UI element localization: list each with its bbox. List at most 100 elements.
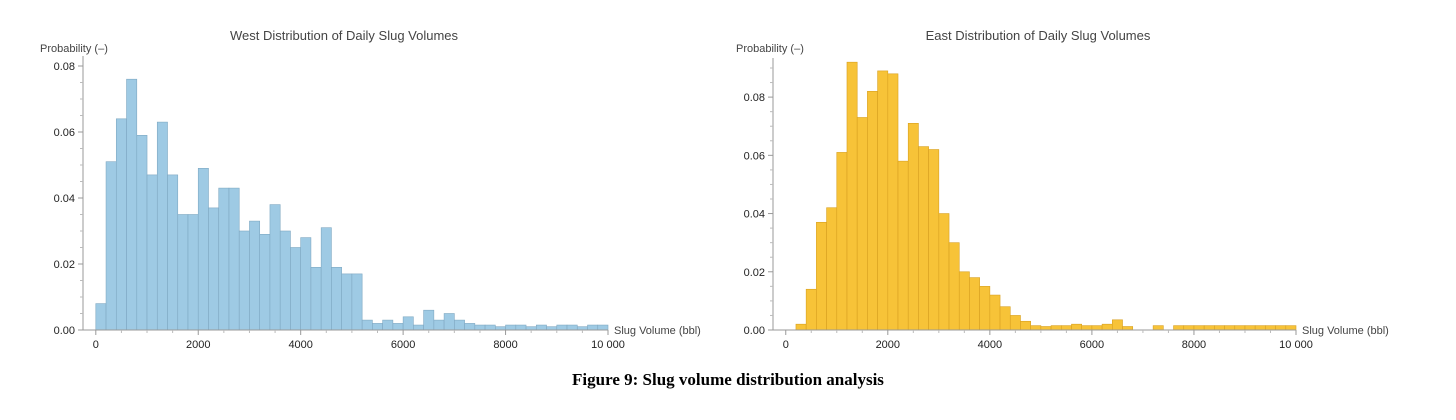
histogram-bar [836,152,848,331]
y-axis-label: Probability (–) [40,43,108,55]
histogram-bar [989,294,1001,331]
y-tick-label: 0.00 [744,325,765,337]
histogram-bar [958,271,970,331]
west-histogram-chart: West Distribution of Daily Slug Volumes P… [40,28,701,351]
y-tick-label: 0.08 [54,61,75,73]
histogram-bar [269,204,281,331]
x-axis-label: Slug Volume (bbl) [1302,325,1389,337]
histogram-bar [433,319,445,331]
histogram-bar [413,324,424,331]
histogram-bar [826,207,838,331]
histogram-bar [1060,325,1072,331]
y-tick-label: 0.06 [744,150,765,162]
histogram-bar [146,174,158,331]
histogram-bar [300,237,312,331]
x-tick-label: 10 000 [1279,339,1313,351]
x-tick-label: 10 000 [591,339,625,351]
chart-title: West Distribution of Daily Slug Volumes [230,28,459,43]
histogram-bar [1275,325,1287,331]
histogram-bar [1193,325,1205,331]
y-tick-label: 0.08 [744,92,765,104]
histogram-bar [310,266,322,331]
histogram-bar [126,78,138,331]
y-tick-label: 0.06 [54,127,75,139]
histogram-bar [361,319,373,331]
x-tick-label: 8000 [493,339,517,351]
histogram-bar [907,123,919,331]
histogram-bar [1101,323,1113,331]
x-tick-label: 6000 [1080,339,1104,351]
histogram-bar [1030,325,1042,331]
histogram-bar [918,146,929,331]
histogram-bar [167,174,179,331]
histogram-bar [948,242,960,331]
histogram-bar [795,323,807,331]
x-tick-label: 2000 [876,339,900,351]
histogram-bar [1040,326,1052,331]
chart-title: East Distribution of Daily Slug Volumes [926,28,1151,43]
histogram-bar [1020,320,1031,331]
histogram-bar [1091,325,1103,331]
histogram-bar [1009,315,1021,331]
histogram-bar [454,319,465,331]
histogram-bar [556,324,568,331]
histogram-bar [1285,325,1297,331]
histogram-bar [1173,325,1185,331]
histogram-bar [238,230,250,331]
x-tick-label: 4000 [288,339,312,351]
x-tick-label: 2000 [186,339,210,351]
x-tick-label: 0 [783,339,789,351]
histogram-bar [228,187,240,331]
histogram-bar [115,118,127,331]
histogram-bar [1050,325,1062,331]
histogram-bar [1265,325,1276,331]
y-tick-label: 0.02 [744,267,765,279]
histogram-bar [423,309,435,331]
y-tick-label: 0.02 [54,259,75,271]
histogram-bar [177,214,189,331]
y-tick-label: 0.00 [54,325,75,337]
x-tick-label: 0 [93,339,99,351]
histogram-bar [938,213,950,331]
histogram-bar [805,288,817,331]
histogram-bar [443,313,455,331]
histogram-bar [351,273,363,331]
histogram-bar [290,247,301,331]
y-tick-label: 0.04 [744,209,765,221]
histogram-bar [208,207,220,331]
histogram-bar [484,324,496,331]
x-tick-label: 4000 [978,339,1002,351]
histogram-bar [1224,325,1236,331]
histogram-bar [867,90,878,331]
east-histogram-chart: East Distribution of Daily Slug Volumes P… [736,28,1389,351]
y-tick-label: 0.04 [54,193,75,205]
histogram-bar [505,324,517,331]
histogram-bar [877,70,889,331]
histogram-bar [979,286,991,331]
histogram-bar [928,149,940,331]
histogram-bar [1122,326,1134,331]
histogram-bar [136,135,148,331]
histogram-bar [1112,319,1123,331]
histogram-bar [331,266,342,331]
histogram-bar [1071,323,1082,331]
histogram-bar [279,230,291,331]
histogram-bar [1234,325,1246,331]
histogram-bar [1183,325,1195,331]
histogram-bar [105,161,117,331]
histogram-bar [535,324,547,331]
histogram-bar [372,323,383,331]
histogram-bar [999,306,1011,331]
histogram-bar [1244,325,1256,331]
histogram-bar [187,214,199,331]
histogram-bar [464,323,476,331]
histogram-bar [846,61,858,331]
histogram-bar [969,277,980,331]
histogram-bar [887,73,899,331]
histogram-bar [392,323,404,331]
histogram-bar [1214,325,1225,331]
histogram-bar [197,168,209,331]
histogram-bar [566,324,578,331]
histogram-bar [816,221,827,331]
histogram-bar [320,227,332,331]
